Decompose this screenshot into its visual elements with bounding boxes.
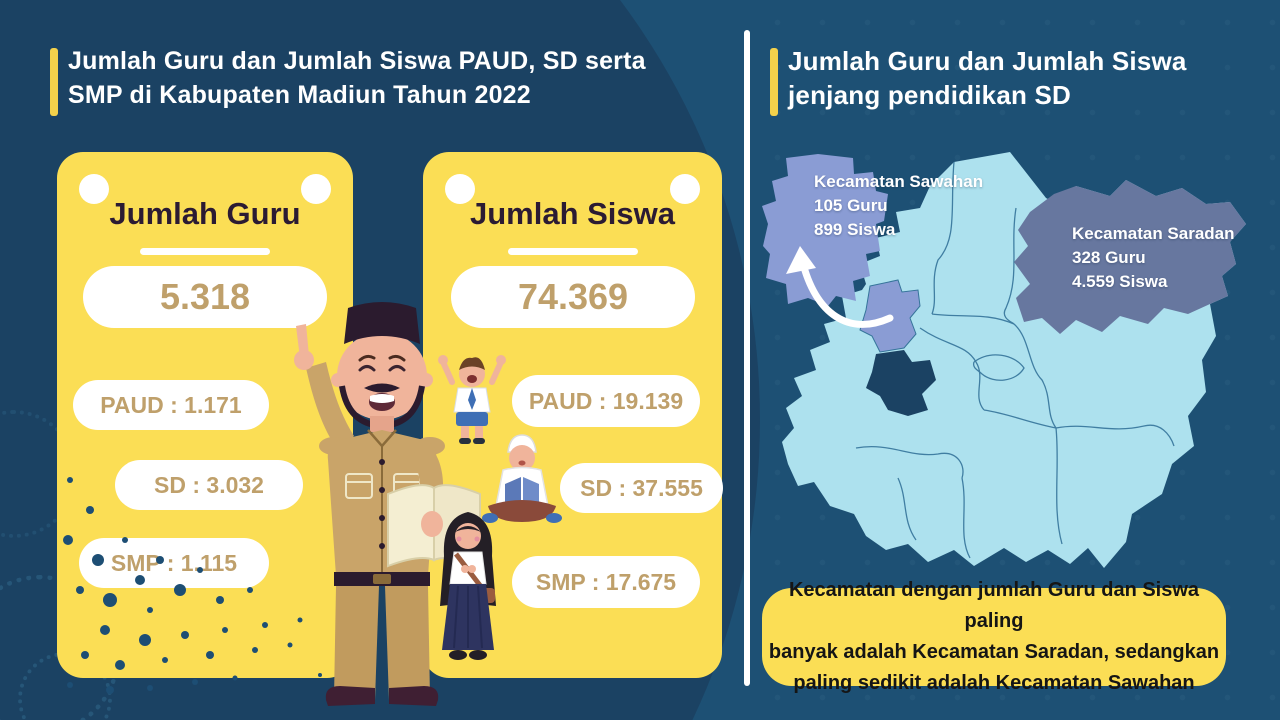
card-title-underline xyxy=(140,248,270,255)
siswa-total-pill: 74.369 xyxy=(451,266,695,328)
card-pin-circle xyxy=(670,174,700,204)
map-enclave xyxy=(866,350,936,416)
guru-smp-pill: SMP : 1.115 xyxy=(79,538,269,588)
right-title-line1: Jumlah Guru dan Jumlah Siswa xyxy=(788,46,1187,76)
sawahan-label: Kecamatan Sawahan 105 Guru 899 Siswa xyxy=(814,170,983,242)
cheering-boy-illustration xyxy=(438,355,506,444)
title-accent-bar xyxy=(50,48,58,116)
reading-boy-illustration xyxy=(482,434,562,523)
saradan-siswa: 4.559 Siswa xyxy=(1072,272,1168,291)
card-title-underline xyxy=(507,248,638,255)
note-line2: banyak adalah Kecamatan Saradan, sedangk… xyxy=(768,641,1220,663)
guru-card: Jumlah Guru 5.318 PAUD : 1.171 SD : 3.03… xyxy=(57,152,353,678)
title-accent-bar xyxy=(770,48,778,116)
guru-total-pill: 5.318 xyxy=(83,266,327,328)
dots-pattern xyxy=(63,477,322,694)
note-line1: Kecamatan dengan jumlah Guru dan Siswa p… xyxy=(788,579,1200,632)
kabupaten-madiun-map xyxy=(762,152,1246,568)
note-line3: paling sedikit adalah Kecamatan Sawahan xyxy=(793,672,1195,694)
sawahan-name: Kecamatan Sawahan xyxy=(814,172,984,191)
map-region-saradan xyxy=(1014,180,1246,334)
siswa-paud-pill: PAUD : 19.139 xyxy=(512,375,700,427)
saradan-guru: 328 Guru xyxy=(1072,248,1146,267)
guru-sd-pill: SD : 3.032 xyxy=(115,460,303,510)
saradan-name: Kecamatan Saradan xyxy=(1072,224,1235,243)
left-title-line2: SMP di Kabupaten Madiun Tahun 2022 xyxy=(68,81,531,109)
siswa-smp-pill: SMP : 17.675 xyxy=(512,556,700,608)
guru-paud-pill: PAUD : 1.171 xyxy=(73,380,269,430)
card-pin-circle xyxy=(445,174,475,204)
right-panel-title: Jumlah Guru dan Jumlah Siswa jenjang pen… xyxy=(788,44,1187,112)
guru-card-title: Jumlah Guru xyxy=(109,196,301,231)
siswa-card-title: Jumlah Siswa xyxy=(469,196,676,231)
left-title-line1: Jumlah Guru dan Jumlah Siswa PAUD, SD se… xyxy=(68,47,646,75)
right-title-line2: jenjang pendidikan SD xyxy=(788,80,1072,110)
sawahan-guru: 105 Guru xyxy=(814,196,888,215)
girl-student-illustration xyxy=(440,512,496,660)
panel-divider xyxy=(744,30,750,686)
left-panel-title: Jumlah Guru dan Jumlah Siswa PAUD, SD se… xyxy=(68,44,646,112)
teacher-illustration xyxy=(294,302,481,706)
card-pin-circle xyxy=(79,174,109,204)
map-arrow xyxy=(798,256,894,328)
conclusion-note: Kecamatan dengan jumlah Guru dan Siswa p… xyxy=(762,579,1226,694)
sawahan-siswa: 899 Siswa xyxy=(814,220,896,239)
card-pin-circle xyxy=(301,174,331,204)
map-arrowhead xyxy=(786,246,816,274)
saradan-label: Kecamatan Saradan 328 Guru 4.559 Siswa xyxy=(1072,222,1235,294)
siswa-sd-pill: SD : 37.555 xyxy=(560,463,723,513)
